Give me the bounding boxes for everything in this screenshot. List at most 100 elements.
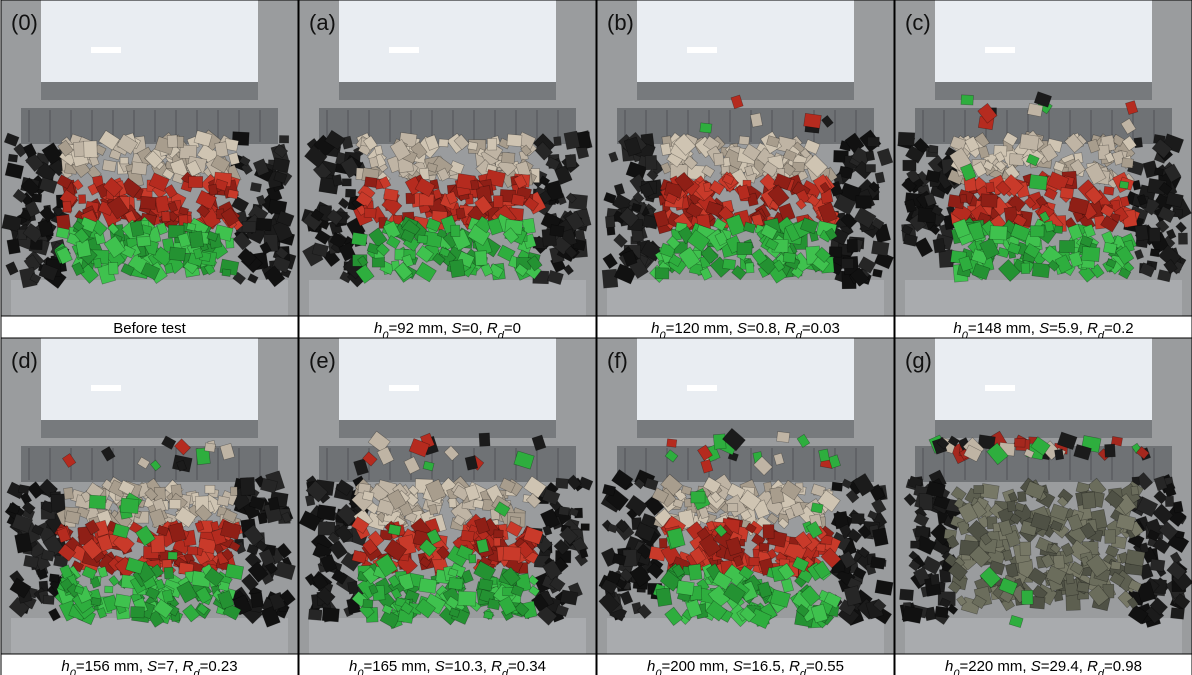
floor (905, 280, 1182, 316)
lamp (389, 47, 419, 53)
block-piece (279, 135, 288, 143)
block-piece (875, 580, 893, 596)
block-piece (655, 268, 669, 279)
caption-run: S (733, 658, 743, 675)
block-piece (1154, 168, 1163, 176)
caption-run: =92 mm, (389, 320, 452, 337)
panel-label: (c) (905, 10, 931, 35)
block-piece (986, 182, 995, 193)
block-piece (217, 496, 229, 507)
caption-run: S (737, 320, 747, 337)
panel: (0)Before test (1, 0, 298, 338)
block-piece (1171, 608, 1185, 620)
caption-run: R (491, 658, 502, 675)
block-piece (723, 259, 736, 270)
block-piece (222, 269, 231, 277)
block-piece (169, 500, 181, 509)
block-piece (749, 557, 759, 565)
panel-label: (g) (905, 348, 932, 373)
block-piece (258, 513, 268, 524)
floor (309, 618, 586, 654)
block-piece (169, 247, 186, 261)
panel-label: (a) (309, 10, 336, 35)
block-piece (164, 567, 174, 579)
block-piece (1060, 187, 1074, 198)
block-piece (1105, 444, 1116, 457)
block-piece (903, 160, 916, 171)
block-piece (451, 225, 460, 237)
block-piece (581, 524, 590, 531)
block-piece (273, 158, 290, 173)
caption-run: R (1087, 320, 1098, 337)
floor (309, 280, 586, 316)
caption-run: =120 mm, (666, 320, 737, 337)
block-piece (468, 142, 478, 151)
block-piece (866, 151, 875, 161)
caption-run: S (1039, 320, 1049, 337)
block-piece (898, 132, 915, 146)
block-piece (205, 443, 216, 452)
block-piece (230, 487, 237, 495)
block-piece (493, 196, 503, 208)
block-piece (602, 269, 618, 288)
block-piece (866, 164, 876, 172)
block-piece (225, 564, 243, 580)
caption: h0=220 mm, S=29.4, Rd=0.98 (945, 658, 1142, 675)
block-piece (899, 589, 913, 601)
block-piece (43, 595, 54, 604)
block-piece (469, 554, 476, 563)
block-piece (933, 238, 945, 253)
block-piece (449, 498, 457, 507)
caption-run: =16.5, (743, 658, 789, 675)
block-piece (875, 172, 885, 183)
block-piece (832, 482, 843, 491)
block-piece (554, 137, 562, 146)
block-piece (487, 138, 496, 150)
screen (637, 338, 854, 420)
block-piece (659, 538, 667, 548)
block-piece (417, 235, 427, 244)
block-piece (363, 599, 373, 607)
block-piece (1105, 530, 1116, 544)
block-piece (1077, 582, 1090, 593)
caption-run: =0.55 (806, 658, 844, 675)
block-piece (1066, 574, 1075, 584)
block-piece (8, 154, 18, 162)
block-piece (1021, 263, 1030, 274)
block-piece (471, 180, 480, 190)
block-piece (268, 497, 279, 510)
block-piece (478, 578, 493, 591)
block-piece (345, 189, 355, 198)
caption-run: h (61, 658, 69, 675)
block-piece (84, 141, 98, 158)
caption-run: S (147, 658, 157, 675)
block-piece (458, 591, 476, 606)
block-piece (759, 543, 769, 551)
block-piece (783, 252, 796, 263)
block-piece (1082, 492, 1096, 509)
block-piece (93, 258, 101, 268)
caption-run: h (651, 320, 659, 337)
caption-run: =200 mm, (661, 658, 732, 675)
block-piece (1032, 263, 1050, 278)
block-piece (511, 194, 525, 206)
block-piece (89, 495, 106, 509)
block-piece (565, 154, 576, 168)
block-piece (449, 259, 465, 277)
caption: Before test (113, 320, 186, 337)
block-piece (564, 131, 580, 150)
block-piece (1030, 226, 1044, 237)
block-piece (851, 513, 864, 524)
block-piece (140, 196, 156, 209)
block-piece (1022, 590, 1033, 604)
caption-run: =7, (157, 658, 182, 675)
caption-run: =0.23 (200, 658, 238, 675)
block-piece (503, 546, 521, 561)
rail (935, 420, 1152, 438)
block-piece (990, 226, 1008, 240)
caption-run: R (1087, 658, 1098, 675)
block-piece (929, 145, 938, 153)
lamp (91, 47, 121, 53)
block-piece (974, 485, 984, 493)
caption-run: S (1031, 658, 1041, 675)
